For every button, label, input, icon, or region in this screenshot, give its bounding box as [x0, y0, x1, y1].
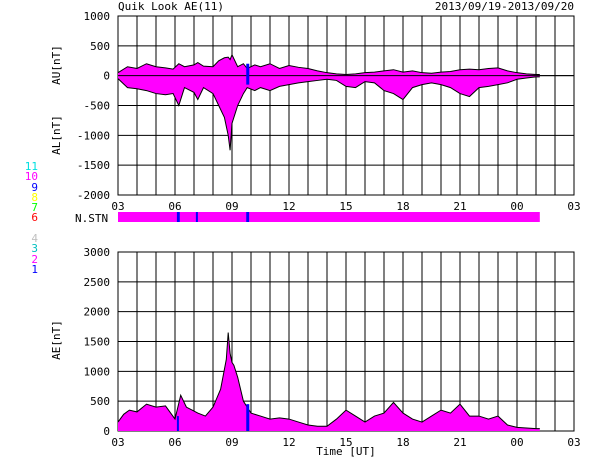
plot-frame: [117, 15, 575, 196]
nstn-segment: [246, 212, 250, 222]
au-axis-label: AU[nT]: [50, 45, 63, 85]
legend-item: 8: [31, 190, 38, 204]
al-axis-label: AL[nT]: [50, 115, 63, 155]
y-tick-label: 500: [90, 40, 110, 53]
legend-item: 2: [31, 252, 38, 266]
x-tick-label: 15: [339, 200, 352, 213]
station-change-mark: [246, 404, 250, 431]
y-tick-label: 3000: [84, 246, 111, 259]
x-tick-label: 06: [168, 436, 181, 449]
y-tick-label: 0: [103, 70, 110, 83]
al-area: [118, 75, 540, 151]
x-tick-label: 09: [225, 200, 238, 213]
nstn-segment: [195, 212, 198, 222]
x-tick-label: 21: [453, 436, 466, 449]
y-tick-label: -1500: [77, 159, 110, 172]
x-tick-label: 03: [567, 200, 580, 213]
y-tick-label: 0: [103, 425, 110, 438]
ae-axis-label: AE[nT]: [50, 320, 63, 360]
y-tick-label: 1000: [84, 365, 111, 378]
legend-item: 11: [24, 160, 38, 173]
chart-title: Quik Look AE(11): [118, 0, 224, 13]
legend-item: 1: [31, 262, 38, 276]
y-tick-label: -1000: [77, 129, 110, 142]
y-tick-label: -500: [84, 100, 111, 113]
ae-area: [118, 332, 540, 431]
au-line: [117, 53, 540, 75]
au-area: [118, 54, 540, 76]
y-tick-label: 500: [90, 395, 110, 408]
x-tick-label: 06: [168, 200, 181, 213]
x-tick-label: 18: [396, 200, 409, 213]
al-line: [117, 76, 540, 151]
x-tick-label: 21: [453, 200, 466, 213]
x-tick-label: 09: [225, 436, 238, 449]
legend-item: 9: [31, 180, 38, 194]
x-tick-label: 12: [282, 436, 295, 449]
x-axis-label: Time [UT]: [316, 445, 376, 458]
legend-item: 5: [31, 221, 38, 235]
x-tick-label: 00: [510, 436, 523, 449]
legend-item: 7: [31, 201, 38, 215]
y-tick-label: -2000: [77, 189, 110, 202]
legend-item: 4: [31, 232, 38, 246]
station-change-mark: [246, 63, 250, 85]
x-tick-label: 03: [111, 436, 124, 449]
nstn-segment: [176, 212, 180, 222]
legend-item: 10: [24, 170, 38, 184]
y-tick-label: 2000: [84, 306, 111, 319]
station-legend: 11 10 9 8 7 6 5 4 3 2 1: [18, 160, 38, 276]
y-tick-label: 1000: [84, 10, 111, 23]
x-tick-label: 00: [510, 200, 523, 213]
date-range: 2013/09/19-2013/09/20: [435, 0, 574, 13]
station-change-mark: [176, 416, 179, 431]
y-tick-label: 1500: [84, 336, 111, 349]
nstn-label: N.STN: [75, 212, 108, 225]
x-tick-label: 18: [396, 436, 409, 449]
legend-item: 6: [31, 211, 38, 225]
y-tick-label: 2500: [84, 276, 111, 289]
legend-item: 3: [31, 242, 38, 256]
x-tick-label: 03: [111, 200, 124, 213]
ae-line: [117, 332, 540, 430]
nstn-bar: [118, 212, 540, 222]
x-tick-label: 12: [282, 200, 295, 213]
x-tick-label: 03: [567, 436, 580, 449]
x-tick-label: 15: [339, 436, 352, 449]
